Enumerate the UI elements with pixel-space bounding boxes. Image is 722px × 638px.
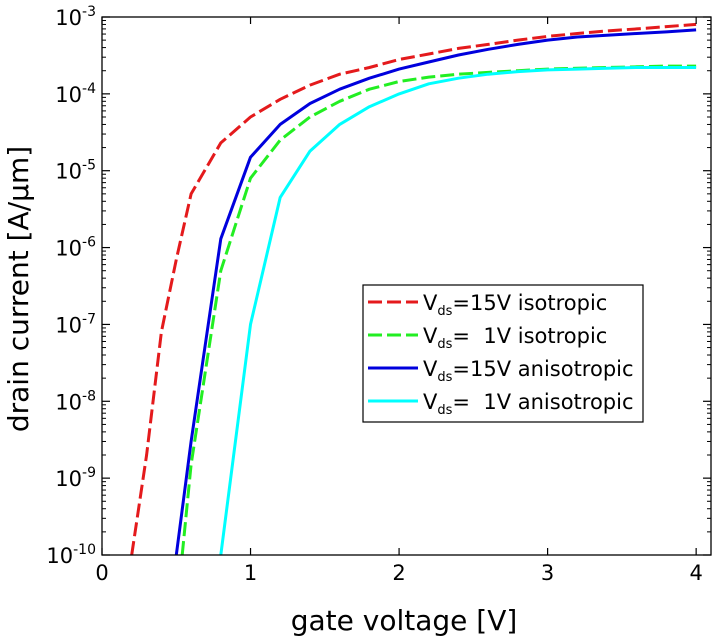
legend-box (362, 284, 644, 423)
plot-frame (101, 16, 712, 556)
x-tick-label: 0 (95, 561, 108, 585)
y-tick-base: 10 (55, 83, 82, 107)
legend-label-sub: ds (437, 304, 452, 319)
legend-label-main: V (423, 291, 438, 315)
y-tick-label: 10-10 (46, 542, 96, 568)
legend-label-main: V (423, 357, 438, 381)
y-tick-label: 10-9 (55, 465, 96, 491)
x-tick-label: 2 (392, 561, 405, 585)
y-tick-base: 10 (55, 6, 82, 30)
y-tick-label: 10-3 (55, 4, 96, 30)
y-tick-base: 10 (55, 313, 82, 337)
legend-label-main: V (423, 324, 438, 348)
y-tick-exponent: -7 (82, 311, 96, 327)
series-line-3 (174, 28, 697, 555)
y-tick-exponent: -5 (82, 158, 96, 174)
y-tick-exponent: -10 (73, 542, 96, 558)
y-tick-exponent: -3 (82, 4, 96, 20)
y-tick-label: 10-4 (55, 81, 96, 107)
series-line-2 (180, 64, 697, 555)
x-tick-label: 4 (689, 561, 702, 585)
legend-label: Vds= 1V isotropic (423, 324, 607, 352)
x-tick-label: 3 (541, 561, 554, 585)
x-axis-title: gate voltage [V] (291, 604, 518, 637)
y-tick-label: 10-7 (55, 311, 96, 337)
legend-label: Vds=15V anisotropic (423, 357, 634, 385)
legend-label: Vds= 1V anisotropic (423, 390, 634, 418)
y-tick-label: 10-5 (55, 158, 96, 184)
legend-label-sub: ds (437, 370, 452, 385)
y-tick-exponent: -6 (82, 235, 96, 251)
tick-layer: 0 1 2 3 410-310-410-510-610-710-810-910-10 (46, 4, 711, 585)
y-tick-base: 10 (46, 544, 73, 568)
series-line-4 (219, 66, 697, 555)
x-tick-label: 1 (244, 561, 257, 585)
y-tick-label: 10-8 (55, 388, 96, 414)
y-tick-label: 10-6 (55, 235, 96, 261)
y-tick-base: 10 (55, 160, 82, 184)
legend-label: Vds=15V isotropic (423, 291, 607, 319)
legend-label-rest: =15V anisotropic (452, 357, 633, 381)
y-tick-base: 10 (55, 467, 82, 491)
y-tick-base: 10 (55, 390, 82, 414)
y-tick-exponent: -4 (82, 81, 96, 97)
legend-label-main: V (423, 390, 438, 414)
y-tick-exponent: -9 (82, 465, 96, 481)
legend-label-sub: ds (437, 337, 452, 352)
series-line-1 (130, 22, 697, 555)
legend-label-sub: ds (437, 403, 452, 418)
legend-label-rest: = 1V anisotropic (452, 390, 633, 414)
legend-label-rest: =15V isotropic (452, 291, 607, 315)
series-layer (130, 22, 697, 555)
legend-label-rest: = 1V isotropic (452, 324, 607, 348)
y-tick-base: 10 (55, 237, 82, 261)
y-axis-title: drain current [A/µm] (2, 146, 35, 432)
y-tick-exponent: -8 (82, 388, 96, 404)
